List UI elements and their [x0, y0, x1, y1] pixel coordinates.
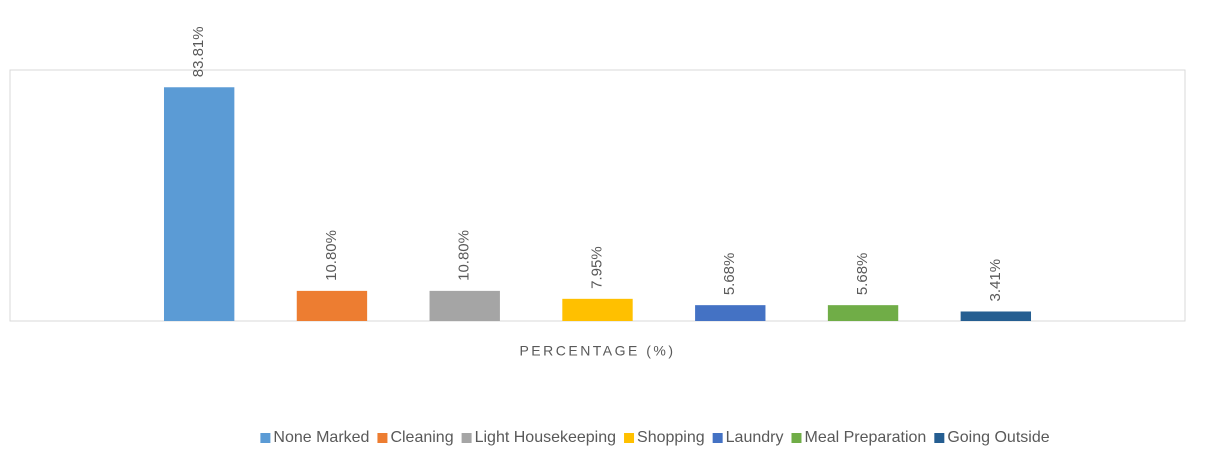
legend-label: Meal Preparation	[804, 429, 926, 446]
data-label: 10.80%	[323, 230, 340, 281]
legend-swatch	[934, 433, 945, 443]
bar	[960, 311, 1032, 321]
legend-swatch	[712, 433, 723, 443]
bar	[562, 298, 633, 321]
bar	[296, 290, 368, 321]
bar	[827, 305, 899, 321]
legend-label: Cleaning	[390, 429, 453, 446]
legend-swatch	[461, 433, 472, 443]
legend-label: None Marked	[273, 429, 369, 446]
legend-swatch	[791, 433, 802, 443]
legend-swatch	[260, 433, 271, 443]
data-label: 5.68%	[854, 253, 871, 296]
legend-swatch	[377, 433, 388, 443]
bar	[695, 305, 766, 321]
legend-label: Shopping	[637, 429, 705, 446]
data-label: 5.68%	[721, 253, 738, 296]
legend-label: Going Outside	[947, 429, 1049, 446]
legend-swatch	[624, 433, 635, 443]
data-label: 3.41%	[987, 259, 1004, 302]
x-axis-label: PERCENTAGE (%)	[519, 343, 675, 359]
bar	[429, 290, 500, 321]
legend-label: Light Housekeeping	[475, 429, 616, 446]
data-label: 7.95%	[588, 246, 605, 289]
bar	[163, 87, 235, 322]
data-label: 83.81%	[190, 26, 207, 77]
legend: None Marked Cleaning Light Housekeeping Sho…	[260, 429, 1050, 446]
legend-label: Laundry	[726, 429, 784, 446]
data-label: 10.80%	[456, 230, 473, 281]
